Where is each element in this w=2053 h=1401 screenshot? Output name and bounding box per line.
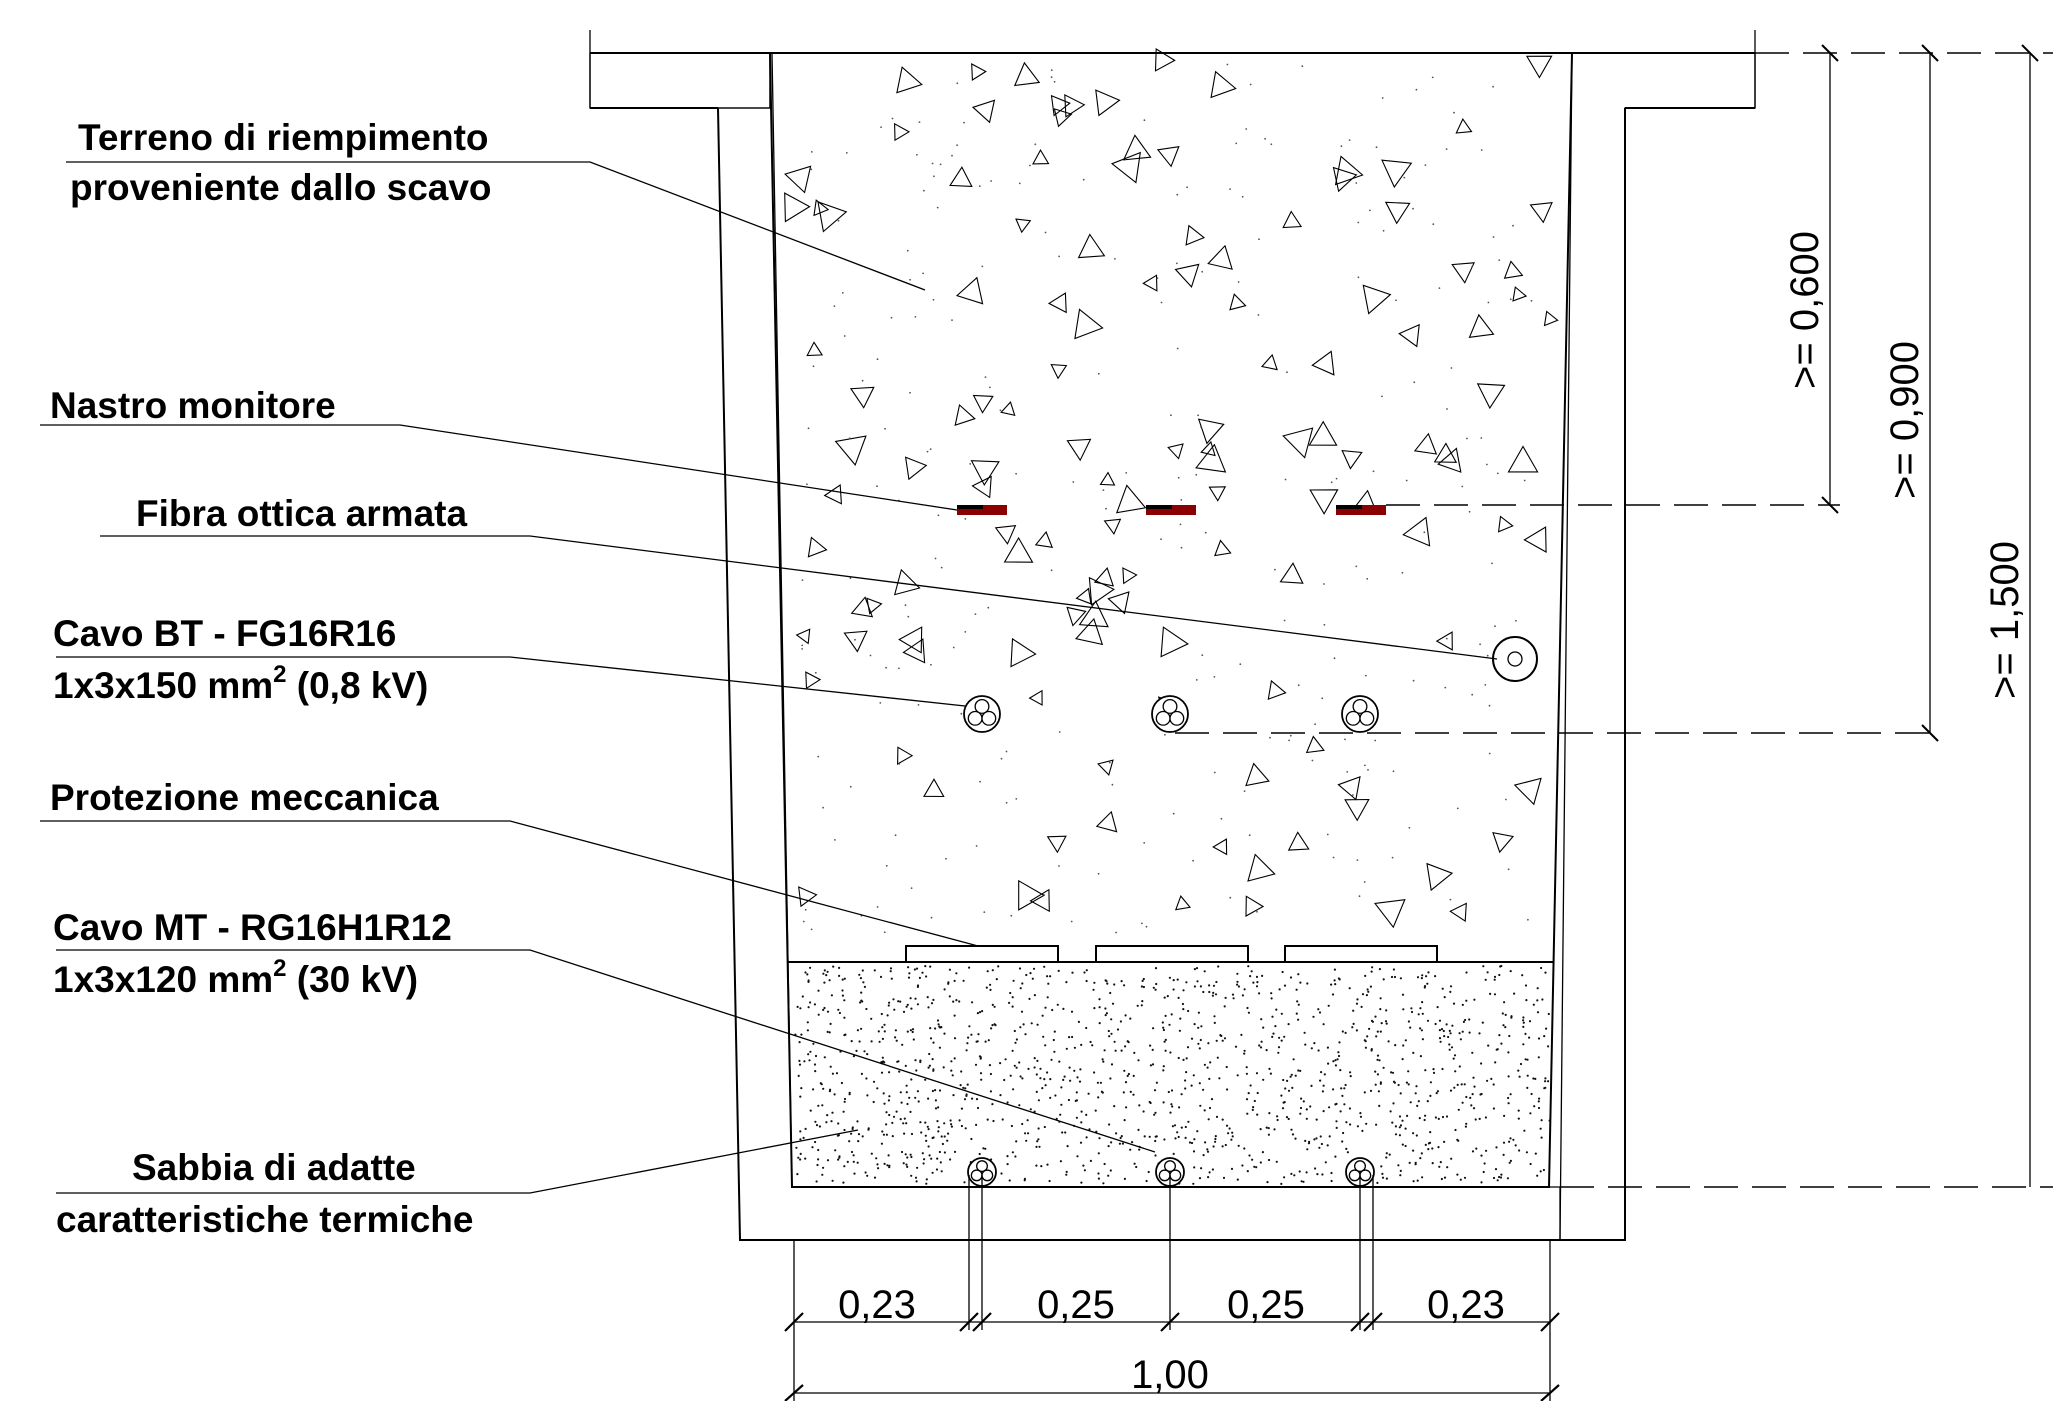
warning-tapes bbox=[957, 505, 1386, 515]
dim-depth-mv: >= 1,500 bbox=[1983, 541, 2027, 699]
lv-cables bbox=[963, 695, 1379, 733]
dim-depth-lv: >= 0,900 bbox=[1883, 341, 1927, 499]
fiber-optic-cable bbox=[1492, 636, 1538, 682]
warning-tape bbox=[1336, 505, 1386, 515]
label-backfill-line2: proveniente dallo scavo bbox=[70, 167, 492, 208]
dim-width-4: 0,23 bbox=[1427, 1283, 1505, 1327]
label-warning-tape: Nastro monitore bbox=[50, 385, 336, 426]
label-mv-cable-line2: 1x3x120 mm2 (30 kV) bbox=[53, 955, 418, 1000]
trench-wall bbox=[589, 30, 1756, 1241]
mechanical-protection-plates bbox=[905, 945, 1438, 963]
label-lv-cable-line2: 1x3x150 mm2 (0,8 kV) bbox=[53, 661, 428, 706]
label-lv-cable-line1: Cavo BT - FG16R16 bbox=[53, 613, 396, 654]
label-sand-line1: Sabbia di adatte bbox=[132, 1147, 416, 1188]
dim-total-width: 1,00 bbox=[1131, 1353, 1209, 1397]
horizontal-dimensions: 0,23 0,25 0,25 0,23 1,00 bbox=[784, 1175, 1560, 1401]
labels: Terreno di riempimento proveniente dallo… bbox=[50, 117, 492, 1240]
dim-width-1: 0,23 bbox=[838, 1283, 916, 1327]
label-mv-cable-line1: Cavo MT - RG16H1R12 bbox=[53, 907, 452, 948]
backfill-soil bbox=[784, 48, 1559, 934]
vertical-dimensions: >= 0,600 >= 0,900 >= 1,500 bbox=[1175, 44, 2053, 1188]
label-fiber: Fibra ottica armata bbox=[136, 493, 467, 534]
label-sand-line2: caratteristiche termiche bbox=[56, 1199, 473, 1240]
sand-bed bbox=[788, 961, 1554, 1185]
dim-depth-tape: >= 0,600 bbox=[1783, 231, 1827, 389]
dim-width-3: 0,25 bbox=[1227, 1283, 1305, 1327]
warning-tape bbox=[1146, 505, 1196, 515]
mv-cables bbox=[967, 1157, 1375, 1187]
label-backfill-line1: Terreno di riempimento bbox=[78, 117, 489, 158]
warning-tape bbox=[957, 505, 1007, 515]
label-protection: Protezione meccanica bbox=[50, 777, 439, 818]
dim-width-2: 0,25 bbox=[1037, 1283, 1115, 1327]
leader-lines bbox=[40, 161, 1498, 1194]
